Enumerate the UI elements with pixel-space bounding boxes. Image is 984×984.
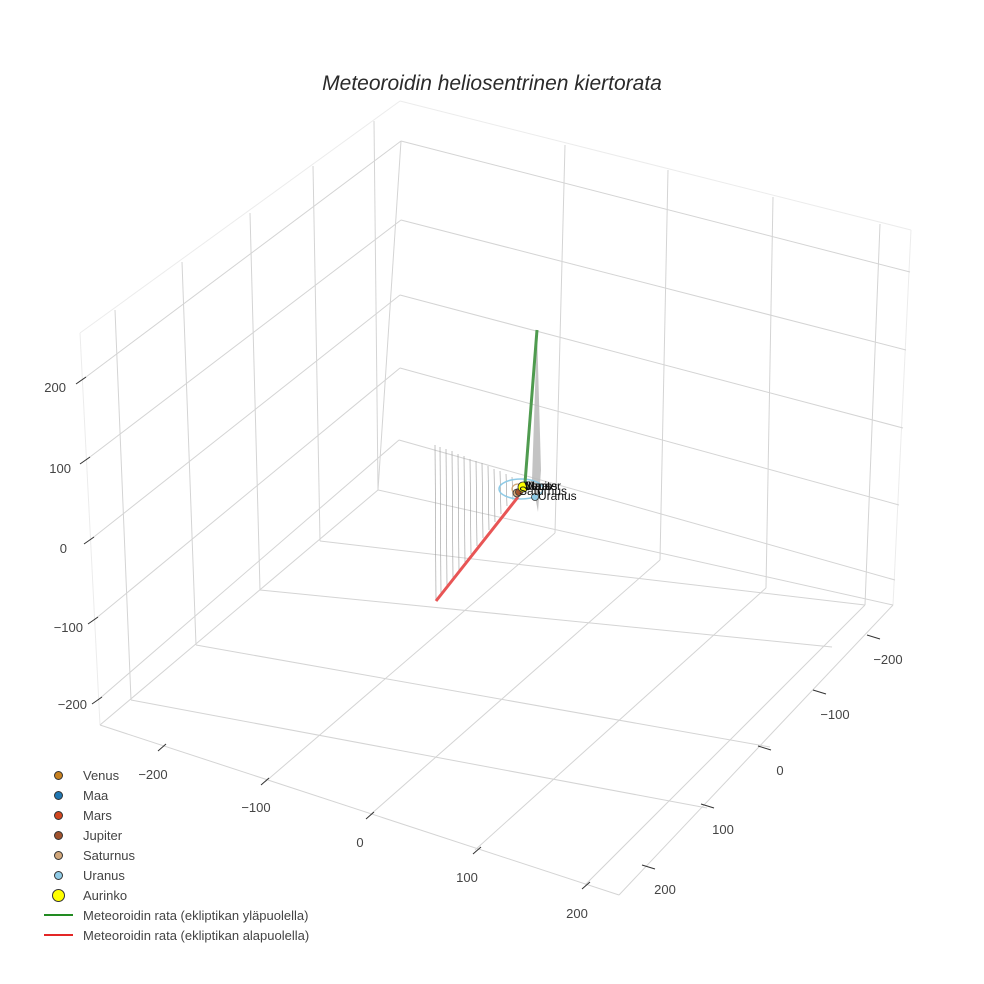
- y-tick-label: 200: [654, 882, 676, 897]
- label-jupiter: Jupiter: [525, 479, 561, 493]
- box-edges: [79, 100, 912, 726]
- legend-label: Maa: [83, 787, 109, 803]
- legend-item-uranus[interactable]: Uranus: [38, 865, 309, 885]
- saturnus-marker-icon: [53, 850, 63, 860]
- x-tick-label: 100: [456, 870, 478, 885]
- z-tick-label: 0: [60, 541, 67, 556]
- orbit-below-ecliptic: [434, 496, 520, 602]
- x-tick-label: −100: [241, 800, 270, 815]
- legend-item-saturnus[interactable]: Saturnus: [38, 845, 309, 865]
- uranus-orbit: [498, 478, 544, 500]
- red-line-icon: [43, 934, 73, 936]
- z-tick-label: 200: [44, 380, 66, 395]
- green-line-icon: [43, 914, 73, 916]
- orbit-shadow-surface: [532, 330, 541, 512]
- mars-marker-icon: [53, 810, 63, 820]
- legend-label: Venus: [83, 767, 120, 783]
- x-axis: −200 −100 0 100 200: [138, 743, 591, 921]
- planet-markers: [512, 481, 539, 501]
- label-uranus: Uranus: [538, 489, 577, 503]
- x-tick-label: 200: [566, 906, 588, 921]
- y-tick-label: −200: [873, 652, 902, 667]
- marker-uranus: [531, 493, 539, 501]
- legend-label: Meteoroidin rata (ekliptikan yläpuolella…: [83, 907, 309, 923]
- uranus-marker-icon: [53, 870, 63, 880]
- legend-label: Saturnus: [83, 847, 136, 863]
- legend-item-aurinko[interactable]: Aurinko: [38, 885, 309, 905]
- chart-title: Meteoroidin heliosentrinen kiertorata: [322, 72, 662, 95]
- legend-item-venus[interactable]: Venus: [38, 765, 309, 785]
- aurinko-marker-icon: [51, 888, 65, 902]
- legend-label: Jupiter: [83, 827, 123, 843]
- floor-grid: [99, 489, 894, 896]
- z-tick-label: −200: [58, 697, 87, 712]
- legend-item-mars[interactable]: Mars: [38, 805, 309, 825]
- legend-label: Uranus: [83, 867, 125, 883]
- legend-label: Mars: [83, 807, 112, 823]
- jupiter-marker-icon: [53, 830, 63, 840]
- legend-item-maa[interactable]: Maa: [38, 785, 309, 805]
- planet-labels: Venus Maa Mars Jupiter Saturnus Uranus: [519, 479, 577, 503]
- y-tick-label: −100: [820, 707, 849, 722]
- z-tick-label: 100: [49, 461, 71, 476]
- y-tick-label: 0: [776, 763, 783, 778]
- legend-item-orbit-above[interactable]: Meteoroidin rata (ekliptikan yläpuolella…: [38, 905, 309, 925]
- orbit-above-ecliptic: [523, 329, 539, 484]
- left-wall-grid: [81, 120, 402, 701]
- y-tick-label: 100: [712, 822, 734, 837]
- label-saturnus: Saturnus: [519, 484, 567, 498]
- legend-item-orbit-below[interactable]: Meteoroidin rata (ekliptikan alapuolella…: [38, 925, 309, 945]
- label-venus: Venus: [524, 479, 557, 493]
- x-tick-label: −200: [138, 767, 167, 782]
- legend-item-jupiter[interactable]: Jupiter: [38, 825, 309, 845]
- legend-label: Aurinko: [83, 887, 128, 903]
- legend: Venus Maa Mars Jupiter Saturnus Uranus A…: [38, 765, 309, 945]
- z-axis: 200 100 0 −100 −200: [44, 376, 103, 712]
- x-tick-label: 0: [356, 835, 363, 850]
- y-axis: −200 −100 0 100 200: [641, 634, 903, 897]
- z-tick-label: −100: [54, 620, 83, 635]
- orbit-projection-lines: [434, 444, 514, 601]
- label-mars: Mars: [525, 479, 552, 493]
- marker-aurinko: [517, 481, 529, 493]
- maa-marker-icon: [53, 790, 63, 800]
- label-maa: Maa: [525, 479, 549, 493]
- back-wall-grid: [377, 140, 911, 606]
- legend-label: Meteoroidin rata (ekliptikan alapuolella…: [83, 927, 310, 943]
- venus-marker-icon: [53, 770, 63, 780]
